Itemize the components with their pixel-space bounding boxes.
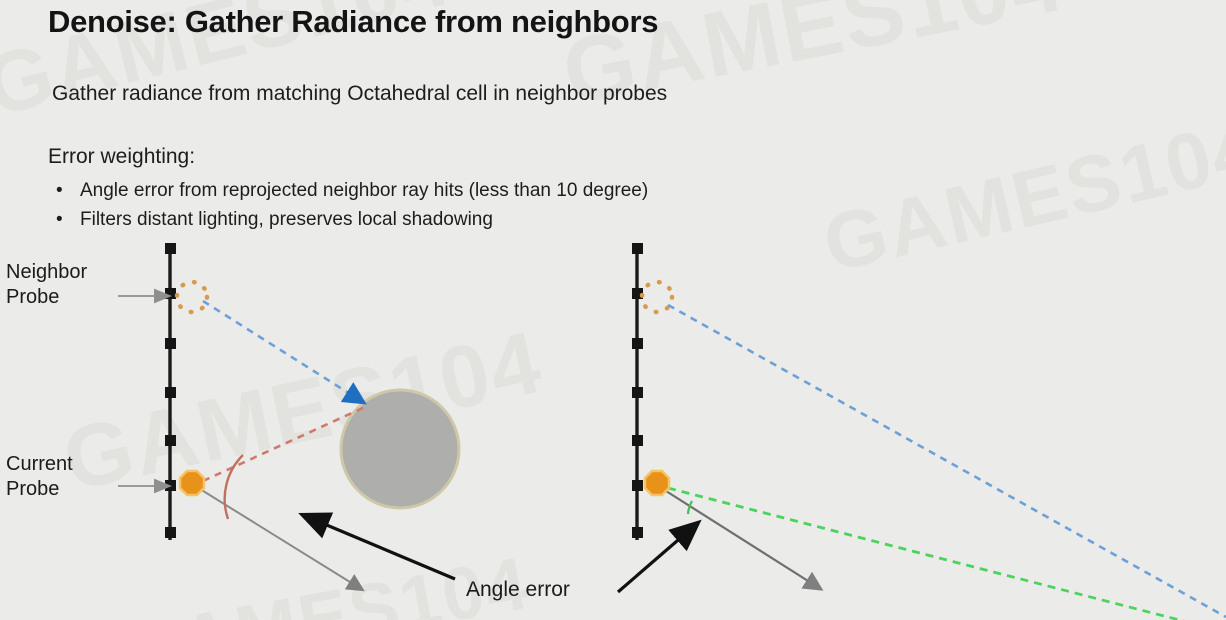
neighbor-ray-blue-left (202, 299, 367, 405)
left-scene-large-angle-error (165, 243, 461, 592)
cell-tick (165, 288, 176, 299)
bullet-list: • Angle error from reprojected neighbor … (48, 176, 648, 234)
cell-tick (165, 527, 176, 538)
reprojected-ray-green-right (667, 486, 1186, 620)
neighbor-ray-blue-right (667, 303, 1226, 619)
cell-tick (165, 480, 176, 491)
cell-tick (632, 527, 643, 538)
current-probe-label: Current Probe (6, 453, 73, 500)
cell-tick (165, 435, 176, 446)
occluder-sphere (339, 388, 461, 510)
angle-error-arc-right (686, 500, 693, 515)
bullet-dot-icon: • (56, 209, 63, 230)
angle-error-callout-right-arrow (616, 519, 702, 594)
cell-tick (632, 435, 643, 446)
neighbor-probe-marker-right (639, 279, 675, 315)
cell-tick (632, 338, 643, 349)
angle-error-label: Angle error (466, 578, 570, 601)
probe-cell-ticks-right (632, 243, 643, 538)
angle-error-arc-left (223, 454, 244, 520)
probe-cell-ticks-left (165, 243, 176, 538)
current-probe-marker-right (643, 469, 671, 497)
list-item-label: Angle error from reprojected neighbor ra… (80, 180, 649, 201)
watermark-text: GAMES104 (54, 311, 551, 510)
right-scene-small-angle-error (632, 243, 1226, 620)
actual-ray-gray-left (199, 488, 365, 592)
cell-tick (632, 387, 643, 398)
angle-error-callout-left-arrow (298, 512, 456, 581)
bullet-dot-icon: • (56, 180, 63, 201)
neighbor-probe-label: Neighbor Probe (6, 261, 88, 308)
cell-tick (632, 480, 643, 491)
cell-tick (632, 288, 643, 299)
slide-title: Denoise: Gather Radiance from neighbors (48, 4, 659, 39)
list-item-label: Filters distant lighting, preserves loca… (80, 209, 493, 230)
reprojected-ray-red-left (202, 405, 366, 483)
list-item: • Angle error from reprojected neighbor … (48, 176, 648, 205)
current-probe-marker-left (178, 469, 206, 497)
cell-tick (632, 243, 643, 254)
watermark-text: GAMES104 (815, 102, 1226, 289)
error-weighting-heading: Error weighting: (48, 145, 196, 168)
slide-subtitle: Gather radiance from matching Octahedral… (52, 82, 668, 105)
list-item: • Filters distant lighting, preserves lo… (48, 205, 648, 234)
cell-tick (165, 243, 176, 254)
actual-ray-gray-right (665, 490, 824, 591)
neighbor-probe-marker-left (174, 279, 210, 315)
cell-tick (165, 338, 176, 349)
cell-tick (165, 387, 176, 398)
